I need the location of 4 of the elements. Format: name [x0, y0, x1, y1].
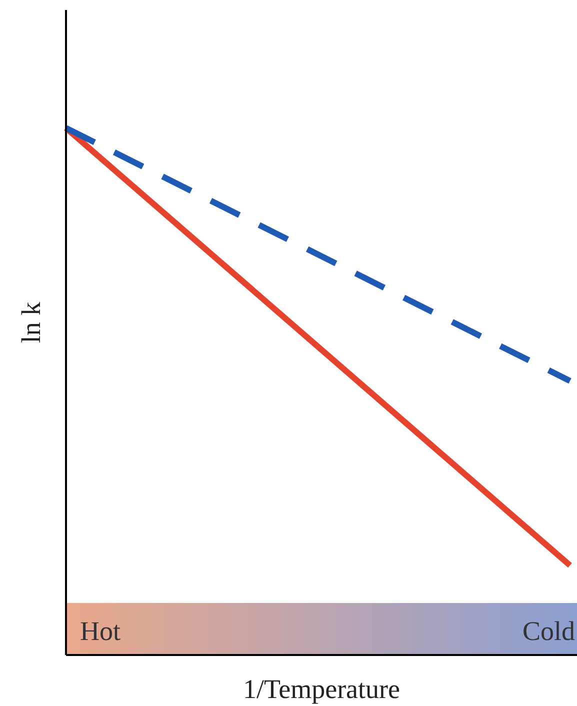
annotation: Cold — [522, 616, 576, 646]
annotation: Hot — [80, 616, 121, 646]
y-axis-title: ln k — [16, 301, 46, 344]
x-axis-title: 1/Temperature — [242, 674, 400, 704]
